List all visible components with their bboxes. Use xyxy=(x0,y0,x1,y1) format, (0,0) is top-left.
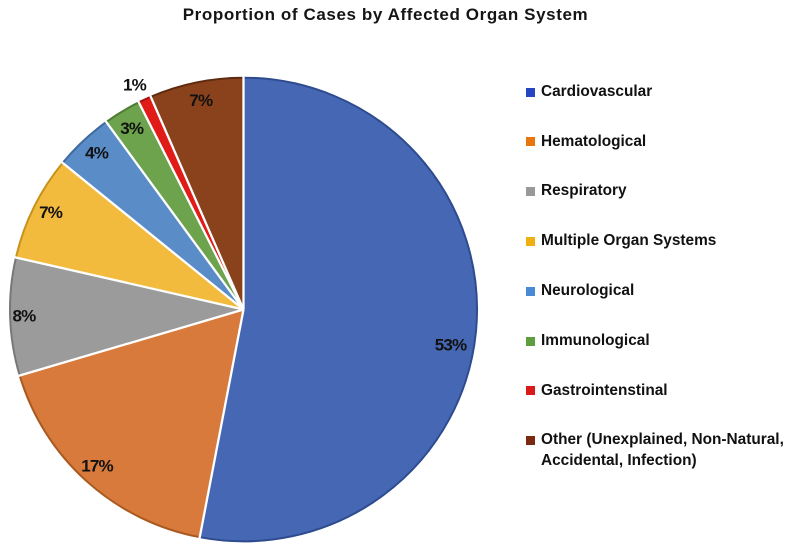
svg-text:7%: 7% xyxy=(189,91,213,110)
svg-text:17%: 17% xyxy=(81,457,113,476)
svg-text:8%: 8% xyxy=(13,307,37,326)
svg-text:53%: 53% xyxy=(435,336,467,355)
svg-text:3%: 3% xyxy=(120,119,144,138)
svg-text:4%: 4% xyxy=(85,144,109,163)
svg-text:7%: 7% xyxy=(39,203,63,222)
svg-text:1%: 1% xyxy=(123,76,147,95)
